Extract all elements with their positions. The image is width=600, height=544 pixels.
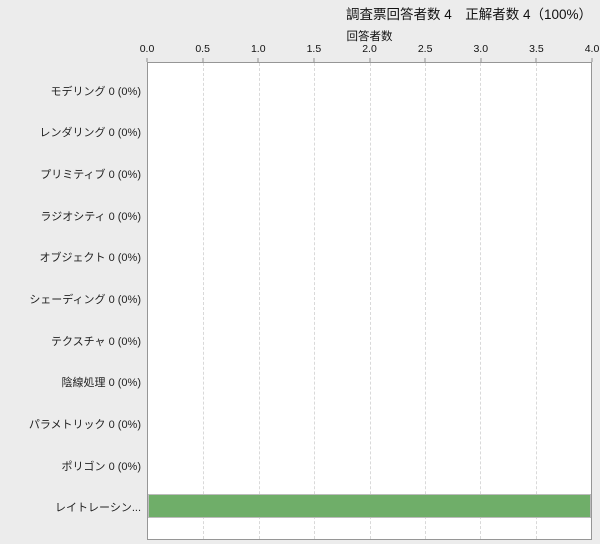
- x-axis-tick-labels: 0.0 0.5 1.0 1.5 2.0 2.5 3.0 3.5 4.0: [140, 43, 600, 56]
- bar-row: [148, 361, 591, 402]
- category-label: シェーディング 0 (0%): [29, 294, 141, 307]
- gridline: [535, 63, 537, 539]
- bar-row: [148, 195, 591, 236]
- tick-label: 3.0: [473, 43, 489, 55]
- category-label: レンダリング 0 (0%): [39, 127, 141, 140]
- bar-row: [148, 71, 591, 112]
- bar-row: [148, 112, 591, 153]
- tick-label: 1.0: [250, 43, 266, 55]
- x-axis-tick-marks: [146, 58, 593, 62]
- tick-mark: [257, 58, 259, 62]
- category-label: ポリゴン 0 (0%): [61, 460, 141, 473]
- category-label: オブジェクト 0 (0%): [39, 252, 141, 265]
- gridline: [314, 63, 316, 539]
- gridline: [369, 63, 371, 539]
- bar-row: [148, 237, 591, 278]
- tick-mark: [146, 58, 148, 62]
- gridline: [203, 63, 205, 539]
- category-label: プリミティブ 0 (0%): [40, 169, 141, 182]
- tick-mark: [369, 58, 370, 62]
- tick-label: 0.0: [139, 43, 155, 55]
- tick-label: 4.0: [584, 43, 600, 55]
- bar-rows: [148, 63, 591, 539]
- gridline: [424, 63, 426, 539]
- category-label: 陰線処理 0 (0%): [61, 377, 141, 390]
- bar-row: [148, 486, 591, 527]
- tick-label: 3.5: [529, 43, 544, 55]
- gridline: [258, 63, 260, 539]
- bar-row: [148, 278, 591, 319]
- bar-row: [148, 154, 591, 195]
- tick-label: 2.5: [417, 43, 433, 55]
- tick-label: 2.0: [362, 43, 377, 55]
- chart-title: 調査票回答者数 4 正解者数 4（100%）: [345, 7, 592, 22]
- value-bar: [148, 494, 591, 519]
- tick-mark: [535, 58, 537, 62]
- bar-row: [148, 444, 591, 485]
- gridline: [480, 63, 482, 539]
- tick-label: 1.5: [306, 43, 322, 55]
- tick-mark: [591, 58, 593, 62]
- plot-area: [147, 62, 592, 540]
- bar-row: [148, 320, 591, 361]
- category-labels: モデリング 0 (0%) レンダリング 0 (0%) プリミティブ 0 (0%)…: [0, 62, 141, 540]
- category-label: ラジオシティ 0 (0%): [40, 210, 141, 223]
- category-label: レイトレーシン...: [55, 502, 141, 515]
- tick-mark: [202, 58, 204, 62]
- bar-row: [148, 403, 591, 444]
- category-label: テクスチャ 0 (0%): [50, 335, 141, 348]
- tick-mark: [424, 58, 426, 62]
- tick-label: 0.5: [195, 43, 210, 55]
- x-axis-label: 回答者数: [346, 31, 393, 43]
- tick-mark: [313, 58, 315, 62]
- tick-mark: [480, 58, 482, 62]
- category-label: パラメトリック 0 (0%): [28, 418, 141, 431]
- category-label: モデリング 0 (0%): [50, 85, 141, 98]
